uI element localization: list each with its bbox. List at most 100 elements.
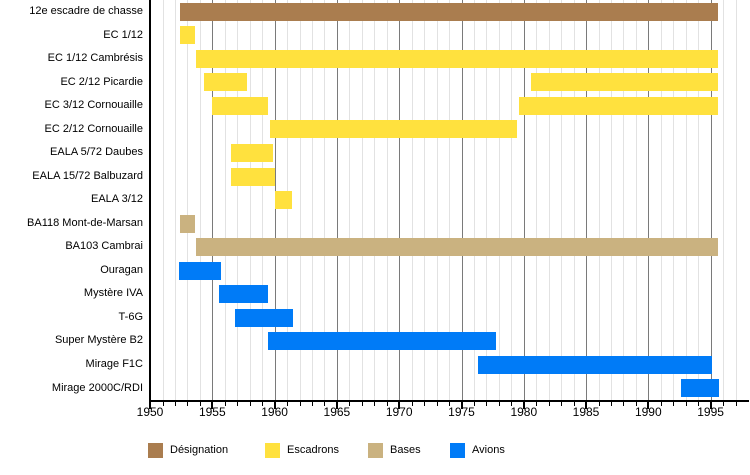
minor-tick-1961 (287, 402, 288, 406)
minor-tick-1996 (723, 402, 725, 406)
minor-gridline-1958 (249, 0, 251, 400)
minor-tick-1957 (237, 402, 239, 406)
timeline-bar-mirage-f1c (477, 355, 712, 374)
row-label-12e-escadre-de-chasse: 12e escadre de chasse (29, 5, 143, 17)
minor-tick-1989 (635, 402, 637, 406)
legend-swatch-escadron-icon (265, 443, 280, 458)
minor-gridline-1989 (635, 0, 637, 400)
tick-label-1980: 1980 (510, 405, 538, 419)
timeline-bar-ec-2-12-picardie (203, 73, 248, 92)
minor-tick-1959 (262, 402, 264, 406)
tick-label-1960: 1960 (261, 405, 288, 419)
minor-tick-1976 (473, 402, 475, 406)
minor-tick-1997 (735, 402, 737, 406)
minor-gridline-1962 (299, 0, 301, 400)
minor-gridline-1956 (224, 0, 226, 400)
minor-tick-1993 (685, 402, 687, 406)
legend-swatch-avion-icon (450, 443, 465, 458)
row-label-super-myst-re-b2: Super Mystère B2 (54, 334, 143, 347)
minor-gridline-1977 (486, 0, 488, 400)
minor-gridline-1954 (199, 0, 201, 400)
minor-gridline-1963 (312, 0, 313, 400)
major-gridline-1970 (399, 0, 401, 400)
major-gridline-1975 (461, 0, 463, 400)
minor-gridline-1976 (473, 0, 475, 400)
major-tick-1950 (149, 402, 151, 409)
timeline-bar-ec-3-12-cornouaille (518, 96, 719, 115)
row-label-ba103-cambrai: BA103 Cambrai (65, 240, 143, 253)
minor-tick-1958 (249, 402, 251, 406)
minor-gridline-1994 (698, 0, 700, 400)
minor-gridline-1974 (449, 0, 450, 400)
major-gridline-1965 (336, 0, 338, 400)
minor-gridline-1979 (511, 0, 513, 400)
legend-label-avions: Avions (472, 444, 505, 456)
timeline-bar-eala-3-12 (274, 191, 292, 209)
tick-label-1965: 1965 (323, 405, 351, 419)
minor-gridline-1969 (386, 0, 388, 400)
minor-tick-1968 (374, 402, 376, 406)
row-label-eala-5-72-daubes: EALA 5/72 Daubes (50, 146, 143, 159)
minor-tick-1952 (174, 402, 176, 406)
minor-tick-1953 (187, 402, 189, 406)
timeline-bar-ec-2-12-picardie (531, 73, 719, 92)
minor-tick-1954 (199, 402, 201, 406)
major-tick-1975 (460, 402, 463, 409)
timeline-bar-eala-5-72-daubes (231, 143, 274, 162)
minor-gridline-1952 (174, 0, 176, 400)
row-label-ec-3-12-cornouaille: EC 3/12 Cornouaille (44, 99, 143, 112)
minor-tick-1971 (411, 402, 413, 406)
minor-tick-1987 (611, 402, 612, 406)
minor-gridline-1991 (660, 0, 662, 400)
minor-tick-1964 (324, 402, 326, 406)
minor-tick-1982 (548, 402, 550, 406)
timeline-bar-ec-1-12-cambr-sis (196, 49, 719, 68)
timeline-bar-mirage-2000c-rdi (680, 379, 720, 398)
minor-tick-1962 (299, 402, 301, 406)
minor-tick-1977 (486, 402, 488, 406)
row-label-eala-3-12: EALA 3/12 (91, 193, 143, 206)
minor-tick-1992 (673, 402, 675, 406)
minor-gridline-1964 (324, 0, 326, 400)
minor-gridline-1988 (623, 0, 625, 400)
row-label-ec-2-12-picardie: EC 2/12 Picardie (60, 75, 143, 88)
minor-gridline-1973 (436, 0, 438, 400)
minor-gridline-1978 (498, 0, 500, 400)
minor-tick-1986 (598, 402, 600, 406)
tick-label-1990: 1990 (634, 405, 662, 419)
minor-tick-1979 (511, 402, 513, 406)
row-label-t-6g: T-6G (118, 310, 143, 323)
row-label-mirage-2000c-rdi: Mirage 2000C/RDI (51, 381, 143, 394)
timeline-bar-myst-re-iva (218, 285, 269, 304)
minor-tick-1983 (561, 402, 563, 406)
minor-tick-1981 (536, 402, 538, 406)
major-gridline-1955 (212, 0, 214, 400)
row-label-mirage-f1c: Mirage F1C (85, 357, 143, 370)
legend-label-escadrons: Escadrons (287, 444, 339, 456)
minor-gridline-1997 (735, 0, 737, 400)
major-tick-1965 (335, 402, 338, 409)
minor-tick-1966 (349, 402, 351, 406)
row-label-ec-1-12: EC 1/12 (103, 28, 143, 41)
major-tick-1980 (522, 402, 525, 409)
major-gridline-1980 (523, 0, 525, 400)
tick-label-1975: 1975 (448, 405, 475, 419)
timeline-bar-ba103-cambrai (196, 238, 719, 257)
major-tick-1985 (585, 402, 587, 409)
timeline-bar-ec-1-12 (179, 26, 195, 45)
legend-swatch-designation-icon (148, 443, 163, 458)
tick-label-1955: 1955 (198, 405, 226, 419)
minor-tick-1988 (623, 402, 625, 406)
tick-label-1950: 1950 (136, 405, 164, 419)
y-axis-line (149, 0, 151, 401)
timeline-bar-ec-3-12-cornouaille (212, 96, 269, 115)
timeline-bar-t-6g (234, 308, 294, 327)
minor-tick-1991 (660, 402, 662, 406)
minor-gridline-1982 (548, 0, 550, 400)
legend-label-bases: Bases (390, 444, 421, 456)
timeline-bar-super-myst-re-b2 (268, 332, 497, 351)
major-tick-1960 (273, 402, 276, 409)
minor-tick-1972 (424, 402, 426, 406)
minor-gridline-1996 (723, 0, 725, 400)
major-gridline-1990 (648, 0, 650, 400)
